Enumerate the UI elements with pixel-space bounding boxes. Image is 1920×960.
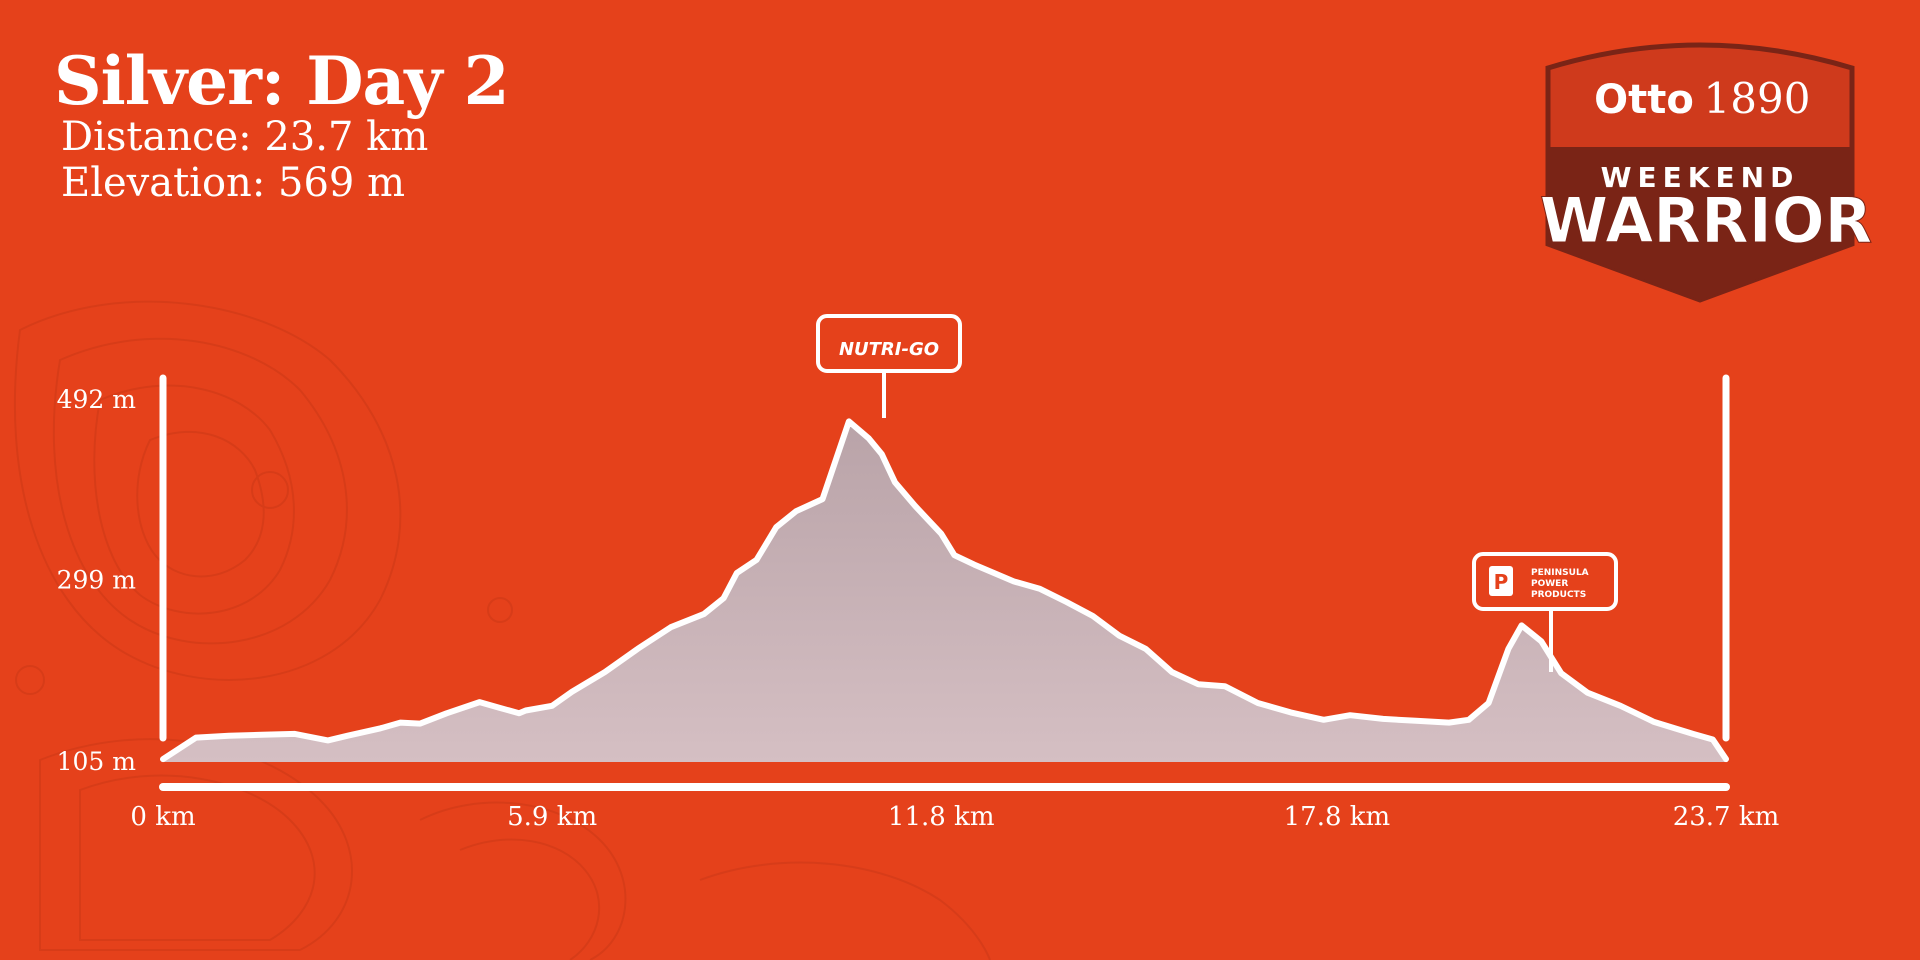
x-tick-label: 0 km — [130, 802, 195, 832]
peak-sponsor-name: NUTRI-GO — [839, 339, 939, 360]
chart-axes — [159, 374, 1730, 791]
y-tick-label: 299 m — [57, 566, 137, 595]
sponsor2-line3: PRODUCTS — [1531, 590, 1586, 600]
x-tick-label: 5.9 km — [507, 802, 597, 832]
y-tick-label: 105 m — [57, 747, 137, 776]
peak-sponsor-box — [816, 314, 962, 373]
second-peak-sponsor-callout: P PENINSULA POWER PRODUCTS — [1472, 552, 1618, 672]
logo-line2: WARRIOR — [1540, 184, 1873, 257]
y-tick-label: 492 m — [57, 385, 137, 414]
x-tick-label: 11.8 km — [888, 802, 995, 832]
logo-dark-band — [1548, 147, 1852, 300]
svg-text:P: P — [1494, 570, 1509, 594]
peak-sponsor-callout: NUTRI-GO — [816, 314, 962, 418]
logo-brand-name: Otto — [1594, 77, 1694, 123]
elevation-stat: Elevation: 569 m — [61, 160, 406, 206]
logo-line1: WEEKEND — [1601, 161, 1800, 194]
peninsula-p-icon — [1489, 566, 1513, 596]
route-header: Silver: Day 2 Distance: 23.7 km Elevatio… — [54, 42, 510, 206]
elevation-area — [163, 421, 1726, 762]
x-tick-label: 23.7 km — [1673, 802, 1780, 832]
route-title: Silver: Day 2 — [54, 42, 510, 120]
sponsor2-line2: POWER — [1531, 579, 1568, 589]
weekend-warrior-logo: Otto 1890 WEEKEND WARRIOR — [1539, 42, 1873, 303]
elevation-line — [160, 418, 1729, 763]
sponsor2-line1: PENINSULA — [1531, 568, 1589, 578]
logo-brand-year: 1890 — [1704, 74, 1811, 123]
x-tick-label: 17.8 km — [1284, 802, 1391, 832]
distance-stat: Distance: 23.7 km — [61, 114, 429, 160]
